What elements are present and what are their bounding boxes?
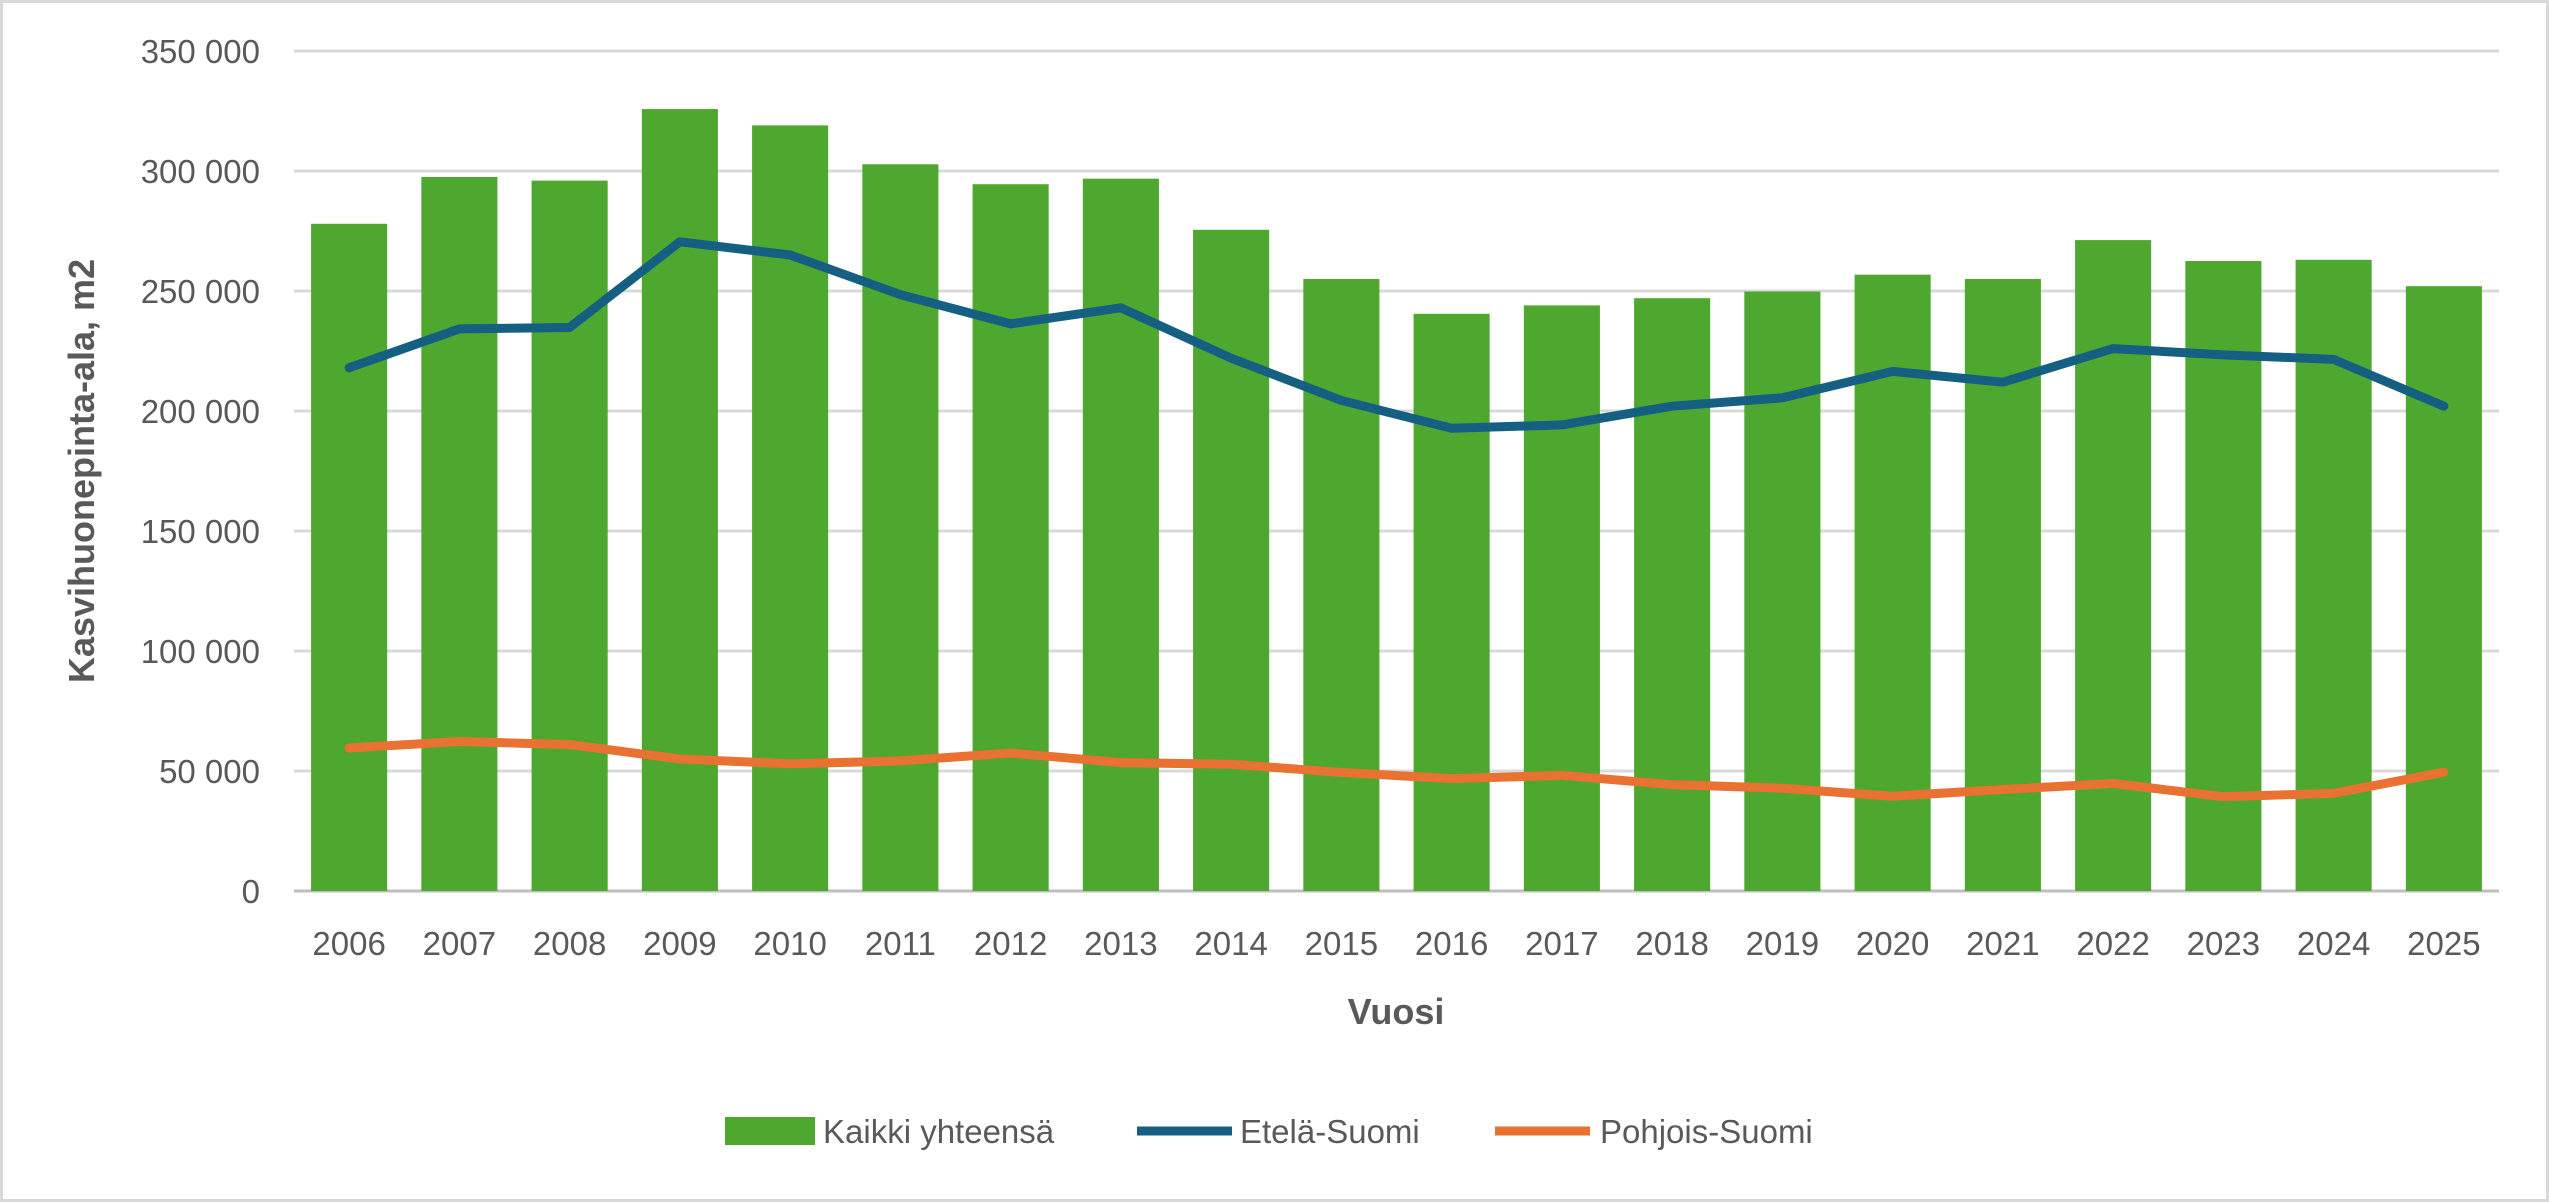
line-Etelä-Suomi [344, 237, 2449, 433]
x-tick-label: 2024 [2297, 925, 2370, 962]
y-axis-title: Kasvihuonepinta-ala, m2 [61, 259, 102, 683]
bar-2011 [862, 164, 939, 891]
x-tick-label: 2009 [643, 925, 716, 962]
x-tick-label: 2006 [312, 925, 385, 962]
x-tick-label: 2020 [1856, 925, 1929, 962]
y-tick-label: 150 000 [141, 513, 260, 550]
bar-2010 [752, 125, 829, 891]
bar-2008 [531, 180, 608, 892]
x-tick-label: 2025 [2407, 925, 2480, 962]
bar-2009 [641, 109, 718, 891]
bar-2019 [1744, 291, 1821, 892]
x-tick-label: 2017 [1525, 925, 1598, 962]
x-tick-label: 2021 [1966, 925, 2039, 962]
legend-label: Pohjois-Suomi [1600, 1113, 1813, 1150]
bar-2006 [311, 223, 388, 892]
bar-2017 [1523, 305, 1600, 891]
line-Pohjois-Suomi [344, 736, 2449, 802]
bar-2007 [421, 177, 498, 891]
y-tick-label: 350 000 [141, 33, 260, 70]
bar-2025 [2405, 286, 2482, 891]
x-tick-label: 2019 [1746, 925, 1819, 962]
legend-swatch-bar [725, 1117, 815, 1145]
legend-label: Kaikki yhteensä [823, 1113, 1055, 1150]
x-axis-title: Vuosi [1348, 991, 1445, 1032]
bar-2015 [1303, 279, 1380, 891]
x-tick-label: 2016 [1415, 925, 1488, 962]
legend-label: Etelä-Suomi [1240, 1113, 1420, 1150]
x-tick-label: 2022 [2076, 925, 2149, 962]
bar-2023 [2185, 261, 2262, 891]
bar-2016 [1413, 313, 1490, 891]
y-tick-label: 200 000 [141, 393, 260, 430]
x-tick-label: 2015 [1305, 925, 1378, 962]
x-tick-label: 2011 [865, 925, 936, 962]
bar-2022 [2075, 240, 2152, 891]
y-tick-label: 100 000 [141, 633, 260, 670]
x-tick-label: 2012 [974, 925, 1047, 962]
x-tick-label: 2014 [1194, 925, 1267, 962]
x-tick-label: 2010 [753, 925, 826, 962]
x-tick-label: 2007 [423, 925, 496, 962]
legend: Kaikki yhteensä Etelä-Suomi Pohjois-Suomi [725, 1113, 1813, 1150]
bar-2018 [1634, 298, 1711, 891]
y-tick-label: 250 000 [141, 273, 260, 310]
x-tick-label: 2013 [1084, 925, 1157, 962]
y-tick-label: 300 000 [141, 153, 260, 190]
y-tick-label: 0 [242, 873, 260, 910]
x-tick-label: 2008 [533, 925, 606, 962]
x-tick-label: 2018 [1635, 925, 1708, 962]
bar-2012 [972, 184, 1049, 891]
y-tick-label: 50 000 [159, 753, 260, 790]
bar-2013 [1082, 178, 1159, 891]
x-tick-label: 2023 [2187, 925, 2260, 962]
bar-2014 [1193, 229, 1270, 892]
